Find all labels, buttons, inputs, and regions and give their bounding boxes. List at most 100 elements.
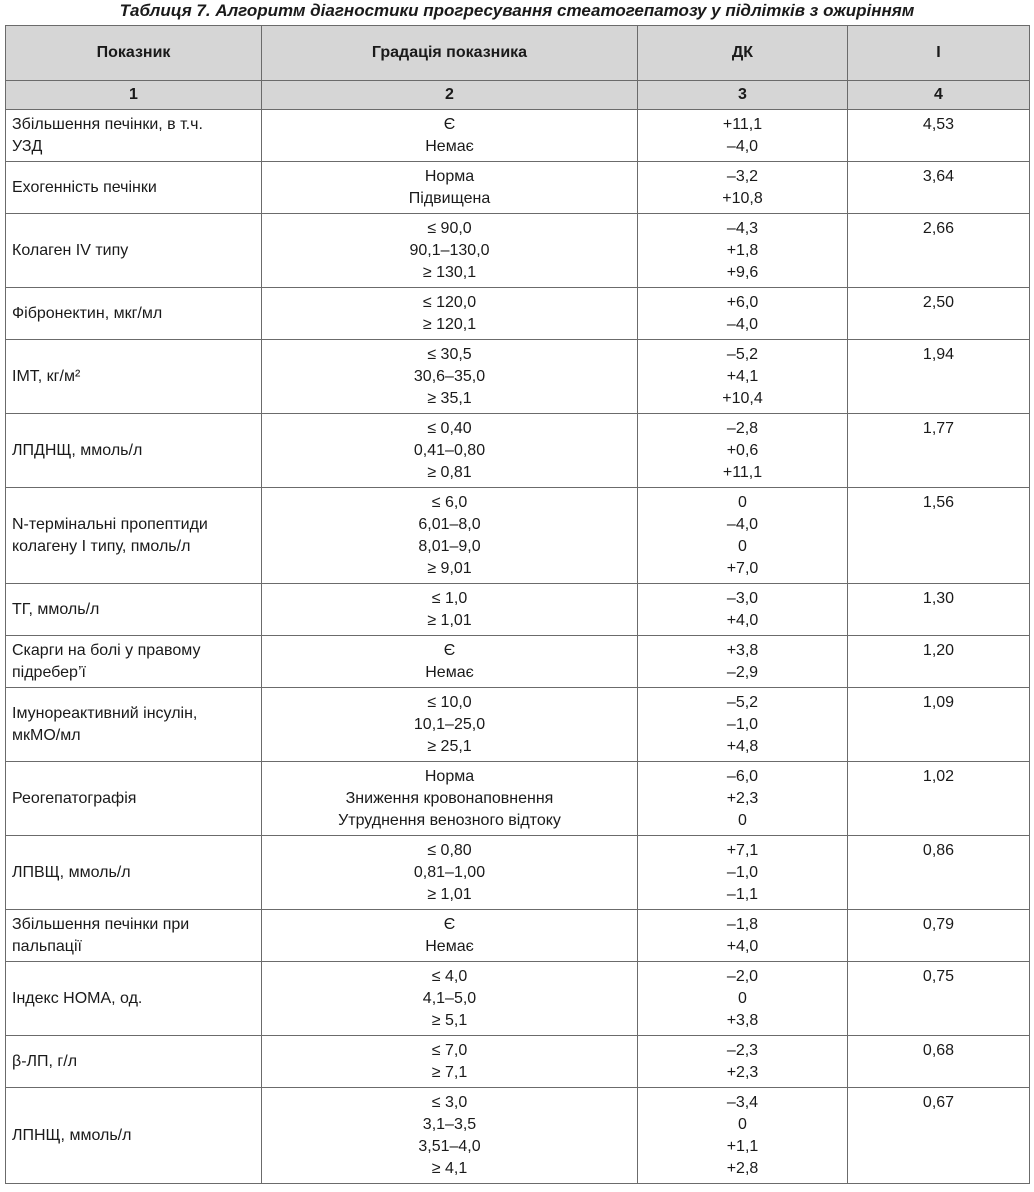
dk-cell: –3,0 +4,0 [637, 583, 848, 636]
gradation-value: 8,01–9,0 [418, 538, 481, 555]
indicator-cell: Імунореактивний інсулін, мкМО/мл [5, 687, 262, 762]
dk-value: –1,1 [726, 886, 759, 903]
dk-value: +2,3 [726, 1064, 759, 1081]
table-row: Збільшення печінки при пальпації Є Немає –1,… [5, 909, 1030, 962]
dk-value: 0 [738, 538, 747, 555]
gradation-cell: ≤ 3,0 3,1–3,5 3,51–4,0 ≥ 4,1 [261, 1087, 638, 1184]
gradation-value: 6,01–8,0 [418, 516, 481, 533]
dk-value: +4,0 [726, 612, 759, 629]
i-value: 3,64 [847, 161, 1030, 214]
gradation-value: ≥ 1,01 [427, 612, 472, 629]
dk-cell: +3,8 –2,9 [637, 635, 848, 688]
i-value: 0,75 [847, 961, 1030, 1036]
indicator-cell: Фібронектин, мкг/мл [5, 287, 262, 340]
indicator-text: підребер’ї [12, 663, 86, 681]
dk-value: –4,3 [726, 220, 759, 237]
table-body: Збільшення печінки, в т.ч. УЗД Є Немає +11,1… [5, 109, 1030, 1184]
indicator-cell: Індекс HOMA, од. [5, 961, 262, 1036]
indicator-text: Реогепатографія [12, 789, 137, 807]
gradation-value: Підвищена [408, 190, 491, 207]
dk-value: –5,2 [726, 694, 759, 711]
gradation-value: Норма [424, 168, 475, 185]
table-row: ЛПВЩ, ммоль/л ≤ 0,80 0,81–1,00 ≥ 1,01 +7,1 –1… [5, 835, 1030, 910]
dk-cell: +6,0 –4,0 [637, 287, 848, 340]
indicator-text: Імунореактивний інсулін, [12, 704, 198, 722]
dk-value: –5,2 [726, 346, 759, 363]
table-row: Збільшення печінки, в т.ч. УЗД Є Немає +11,1… [5, 109, 1030, 162]
gradation-value: 3,1–3,5 [422, 1116, 477, 1133]
gradation-value: Утруднення венозного відтоку [338, 812, 561, 829]
indicator-text: ЛПВЩ, ммоль/л [12, 863, 131, 881]
i-value: 1,02 [847, 761, 1030, 836]
gradation-value: Норма [424, 768, 475, 785]
dk-cell: –3,4 0 +1,1 +2,8 [637, 1087, 848, 1184]
dk-value: –4,0 [726, 138, 759, 155]
gradation-value: ≤ 0,40 [427, 420, 472, 437]
dk-value: –3,4 [726, 1094, 759, 1111]
dk-value: +3,8 [726, 1012, 759, 1029]
indicator-cell: N-термінальні пропептиди колагену I типу,… [5, 487, 262, 584]
dk-value: –4,0 [726, 316, 759, 333]
dk-value: –2,0 [726, 968, 759, 985]
dk-cell: –2,0 0 +3,8 [637, 961, 848, 1036]
table-row: Реогепатографія Норма Зниження кровонаповн… [5, 761, 1030, 836]
i-value: 1,09 [847, 687, 1030, 762]
gradation-cell: ≤ 10,0 10,1–25,0 ≥ 25,1 [261, 687, 638, 762]
indicator-text: Збільшення печінки, в т.ч. [12, 115, 203, 133]
i-value: 2,66 [847, 213, 1030, 288]
dk-value: –2,3 [726, 1042, 759, 1059]
gradation-value: Немає [425, 938, 474, 955]
dk-value: –3,0 [726, 590, 759, 607]
table-row: Індекс HOMA, од. ≤ 4,0 4,1–5,0 ≥ 5,1 –2,0 0 +3… [5, 961, 1030, 1036]
dk-value: –3,2 [726, 168, 759, 185]
col-number-2: 2 [261, 80, 638, 110]
gradation-value: ≤ 4,0 [431, 968, 468, 985]
i-value: 1,20 [847, 635, 1030, 688]
indicator-cell: ЛПВЩ, ммоль/л [5, 835, 262, 910]
dk-value: +1,1 [726, 1138, 759, 1155]
i-value: 0,79 [847, 909, 1030, 962]
dk-value: +1,8 [726, 242, 759, 259]
gradation-cell: ≤ 0,40 0,41–0,80 ≥ 0,81 [261, 413, 638, 488]
gradation-value: Зниження кровонаповнення [345, 790, 554, 807]
gradation-value: ≥ 120,1 [422, 316, 477, 333]
gradation-value: ≥ 0,81 [427, 464, 472, 481]
i-value: 0,86 [847, 835, 1030, 910]
i-value: 4,53 [847, 109, 1030, 162]
indicator-cell: Збільшення печінки, в т.ч. УЗД [5, 109, 262, 162]
table-row: ІМТ, кг/м² ≤ 30,5 30,6–35,0 ≥ 35,1 –5,2 +4,1 +… [5, 339, 1030, 414]
dk-value: +11,1 [722, 116, 763, 133]
dk-value: –4,0 [726, 516, 759, 533]
i-value: 1,77 [847, 413, 1030, 488]
header-i: I [847, 25, 1030, 81]
gradation-cell: Є Немає [261, 909, 638, 962]
header-gradation: Градація показника [261, 25, 638, 81]
dk-value: –1,0 [726, 864, 759, 881]
indicator-text: Фібронектин, мкг/мл [12, 304, 163, 322]
dk-value: +10,8 [722, 190, 763, 207]
table-row: β-ЛП, г/л ≤ 7,0 ≥ 7,1 –2,3 +2,3 0,68 [5, 1035, 1030, 1088]
gradation-value: 30,6–35,0 [413, 368, 486, 385]
indicator-cell: Збільшення печінки при пальпації [5, 909, 262, 962]
table-row: ТГ, ммоль/л ≤ 1,0 ≥ 1,01 –3,0 +4,0 1,30 [5, 583, 1030, 636]
indicator-cell: Скарги на болі у правому підребер’ї [5, 635, 262, 688]
dk-cell: –1,8 +4,0 [637, 909, 848, 962]
gradation-cell: Є Немає [261, 109, 638, 162]
gradation-value: Немає [425, 138, 474, 155]
indicator-text: Ехогенність печінки [12, 178, 157, 196]
dk-cell: +7,1 –1,0 –1,1 [637, 835, 848, 910]
gradation-value: ≥ 4,1 [431, 1160, 468, 1177]
gradation-value: ≤ 30,5 [427, 346, 472, 363]
dk-value: +4,8 [726, 738, 759, 755]
col-number-1: 1 [5, 80, 262, 110]
indicator-text: Збільшення печінки при [12, 915, 190, 933]
gradation-value: ≥ 130,1 [422, 264, 477, 281]
indicator-cell: ТГ, ммоль/л [5, 583, 262, 636]
dk-value: +10,4 [722, 390, 763, 407]
dk-value: +7,1 [726, 842, 759, 859]
dk-cell: +11,1 –4,0 [637, 109, 848, 162]
indicator-text: Індекс HOMA, од. [12, 989, 143, 1007]
dk-value: +4,1 [726, 368, 759, 385]
dk-cell: –4,3 +1,8 +9,6 [637, 213, 848, 288]
gradation-cell: ≤ 4,0 4,1–5,0 ≥ 5,1 [261, 961, 638, 1036]
